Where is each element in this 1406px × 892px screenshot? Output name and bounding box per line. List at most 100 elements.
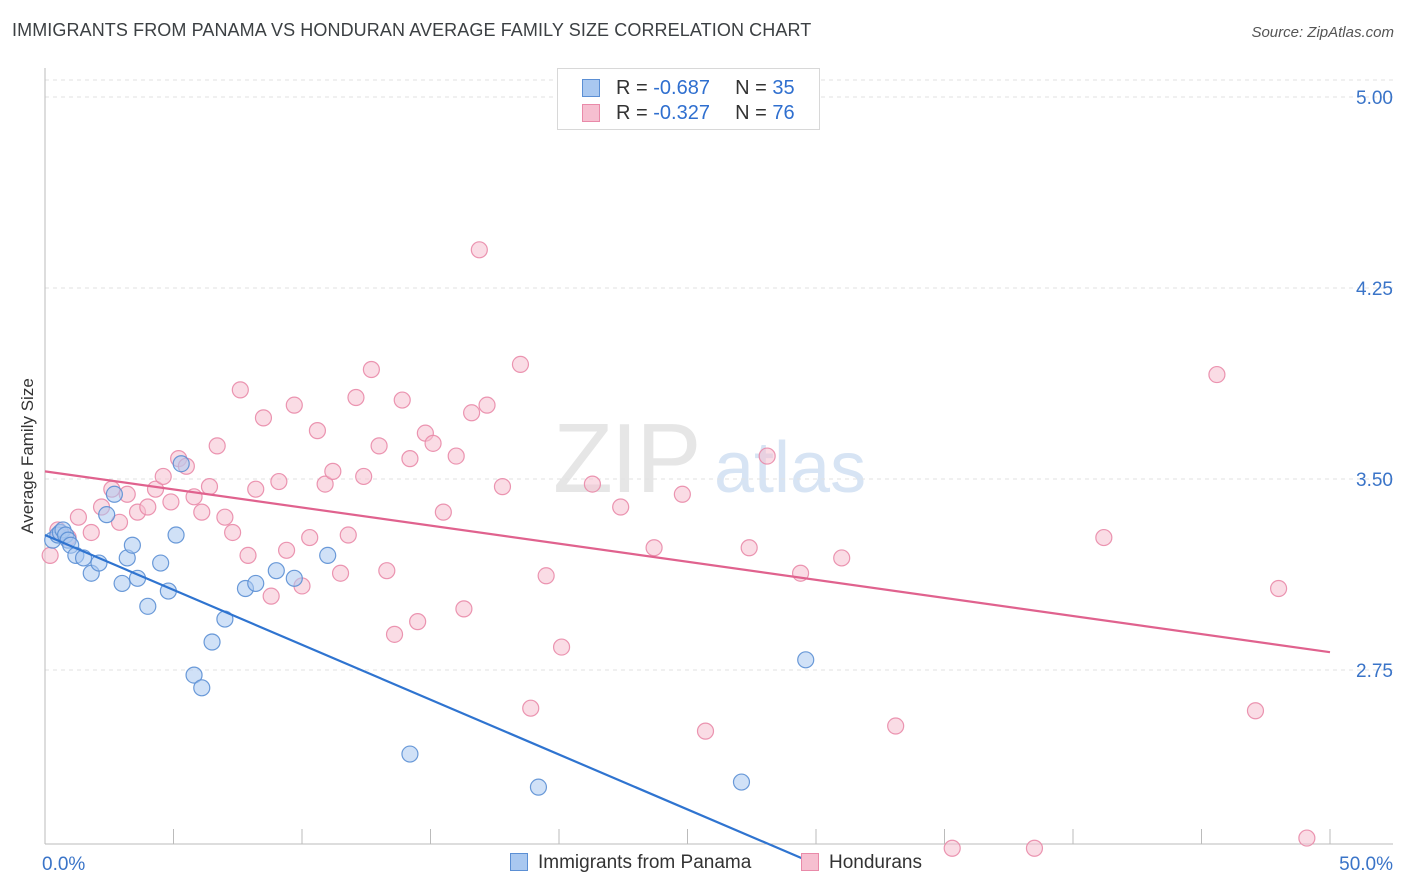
honduran-point xyxy=(522,699,540,717)
bottom-legend-swatch-honduran xyxy=(801,853,819,871)
panama-point xyxy=(172,455,190,473)
panama-point xyxy=(401,745,419,763)
honduran-point xyxy=(1298,829,1316,847)
panama-point xyxy=(732,773,751,791)
legend-r-value-panama: -0.687 xyxy=(653,77,710,99)
legend-n-value-honduran: 76 xyxy=(772,102,795,124)
honduran-point xyxy=(224,523,242,542)
bottom-legend-label-panama: Immigrants from Panama xyxy=(538,852,752,873)
honduran-point xyxy=(493,478,512,496)
trend-lines xyxy=(44,470,1331,863)
honduran-point xyxy=(316,475,334,493)
panama-point xyxy=(152,554,170,572)
panama-point xyxy=(797,651,815,669)
honduran-point xyxy=(455,600,473,618)
honduran-point xyxy=(943,839,961,857)
legend-text-honduran: R = -0.327 N = 76 xyxy=(616,102,795,125)
bottom-legend-panama: Immigrants from Panama xyxy=(510,852,751,874)
y-tick-label: 3.50 xyxy=(1356,470,1393,491)
panama-point xyxy=(139,597,157,615)
honduran-point xyxy=(833,549,851,567)
axes xyxy=(44,68,1393,845)
panama-point xyxy=(113,574,131,593)
honduran-point xyxy=(331,564,350,582)
legend-swatch-honduran xyxy=(582,104,600,122)
panama-point xyxy=(247,574,265,593)
honduran-point xyxy=(385,625,404,643)
panama-point xyxy=(98,506,116,524)
honduran-point xyxy=(200,478,219,496)
honduran-point xyxy=(82,523,100,542)
honduran-point xyxy=(154,467,172,486)
honduran-point xyxy=(463,404,481,422)
honduran-point xyxy=(193,503,211,521)
watermark-atlas: atlas xyxy=(714,428,866,508)
honduran-point xyxy=(285,396,303,414)
honduran-point xyxy=(370,437,388,455)
honduran-point xyxy=(355,467,373,486)
honduran-point xyxy=(110,513,129,531)
y-tick-label: 4.25 xyxy=(1356,279,1393,300)
source-label: Source: ZipAtlas.com xyxy=(1251,24,1394,41)
honduran-point xyxy=(696,722,715,740)
honduran-point xyxy=(139,498,157,516)
honduran-point xyxy=(393,391,411,409)
panama-point xyxy=(123,536,141,554)
panama-point xyxy=(319,546,337,565)
honduran-point xyxy=(378,562,396,580)
honduran-point xyxy=(1095,528,1113,547)
honduran-point xyxy=(1246,702,1265,720)
honduran-point xyxy=(308,422,327,440)
panama-point xyxy=(529,778,548,796)
panama-points xyxy=(44,455,815,796)
honduran-point xyxy=(470,241,488,259)
honduran-point xyxy=(537,567,555,585)
chart-title: IMMIGRANTS FROM PANAMA VS HONDURAN AVERA… xyxy=(12,20,812,40)
honduran-point xyxy=(301,528,319,547)
honduran-point xyxy=(612,498,630,516)
panama-point xyxy=(203,633,221,651)
tick-labels: 2.75 3.50 4.25 5.00 0.0% 50.0% xyxy=(42,88,1393,875)
legend-swatch-panama xyxy=(582,79,600,97)
honduran-point xyxy=(41,546,59,565)
honduran-point xyxy=(1269,579,1288,598)
panama-point xyxy=(193,679,211,697)
honduran-point xyxy=(277,541,296,559)
honduran-point xyxy=(424,434,442,452)
x-tick-label-max: 50.0% xyxy=(1339,854,1393,875)
panama-point xyxy=(185,666,203,684)
y-tick-label: 5.00 xyxy=(1356,88,1393,109)
legend-n-label: N = xyxy=(735,102,773,124)
honduran-point xyxy=(409,613,427,631)
legend-n-value-panama: 35 xyxy=(772,77,795,99)
legend-r-label: R = xyxy=(616,102,654,124)
panama-trend-line xyxy=(44,534,809,863)
honduran-point xyxy=(270,472,288,491)
honduran-point xyxy=(208,437,226,455)
honduran-point xyxy=(434,503,452,521)
x-tick-label-min: 0.0% xyxy=(42,854,85,875)
honduran-point xyxy=(645,539,663,557)
honduran-point xyxy=(239,546,257,565)
honduran-point xyxy=(339,526,357,544)
honduran-trend-line xyxy=(44,470,1331,654)
honduran-point xyxy=(1208,365,1226,384)
panama-point xyxy=(285,569,303,587)
bottom-legend-label-honduran: Hondurans xyxy=(829,852,922,873)
honduran-point xyxy=(362,360,380,379)
honduran-point xyxy=(887,717,905,735)
y-tick-label: 2.75 xyxy=(1356,661,1393,682)
honduran-point xyxy=(478,396,496,414)
honduran-point xyxy=(231,381,249,399)
legend-n-label: N = xyxy=(735,77,773,99)
honduran-point xyxy=(69,508,88,526)
bottom-legend-swatch-panama xyxy=(510,853,528,871)
honduran-points xyxy=(41,241,1316,857)
honduran-point xyxy=(511,355,530,373)
honduran-point xyxy=(758,447,776,465)
honduran-point xyxy=(347,388,365,407)
watermark: ZIP atlas xyxy=(553,403,866,513)
honduran-point xyxy=(254,409,273,427)
honduran-point xyxy=(401,450,419,468)
honduran-point xyxy=(216,508,234,526)
